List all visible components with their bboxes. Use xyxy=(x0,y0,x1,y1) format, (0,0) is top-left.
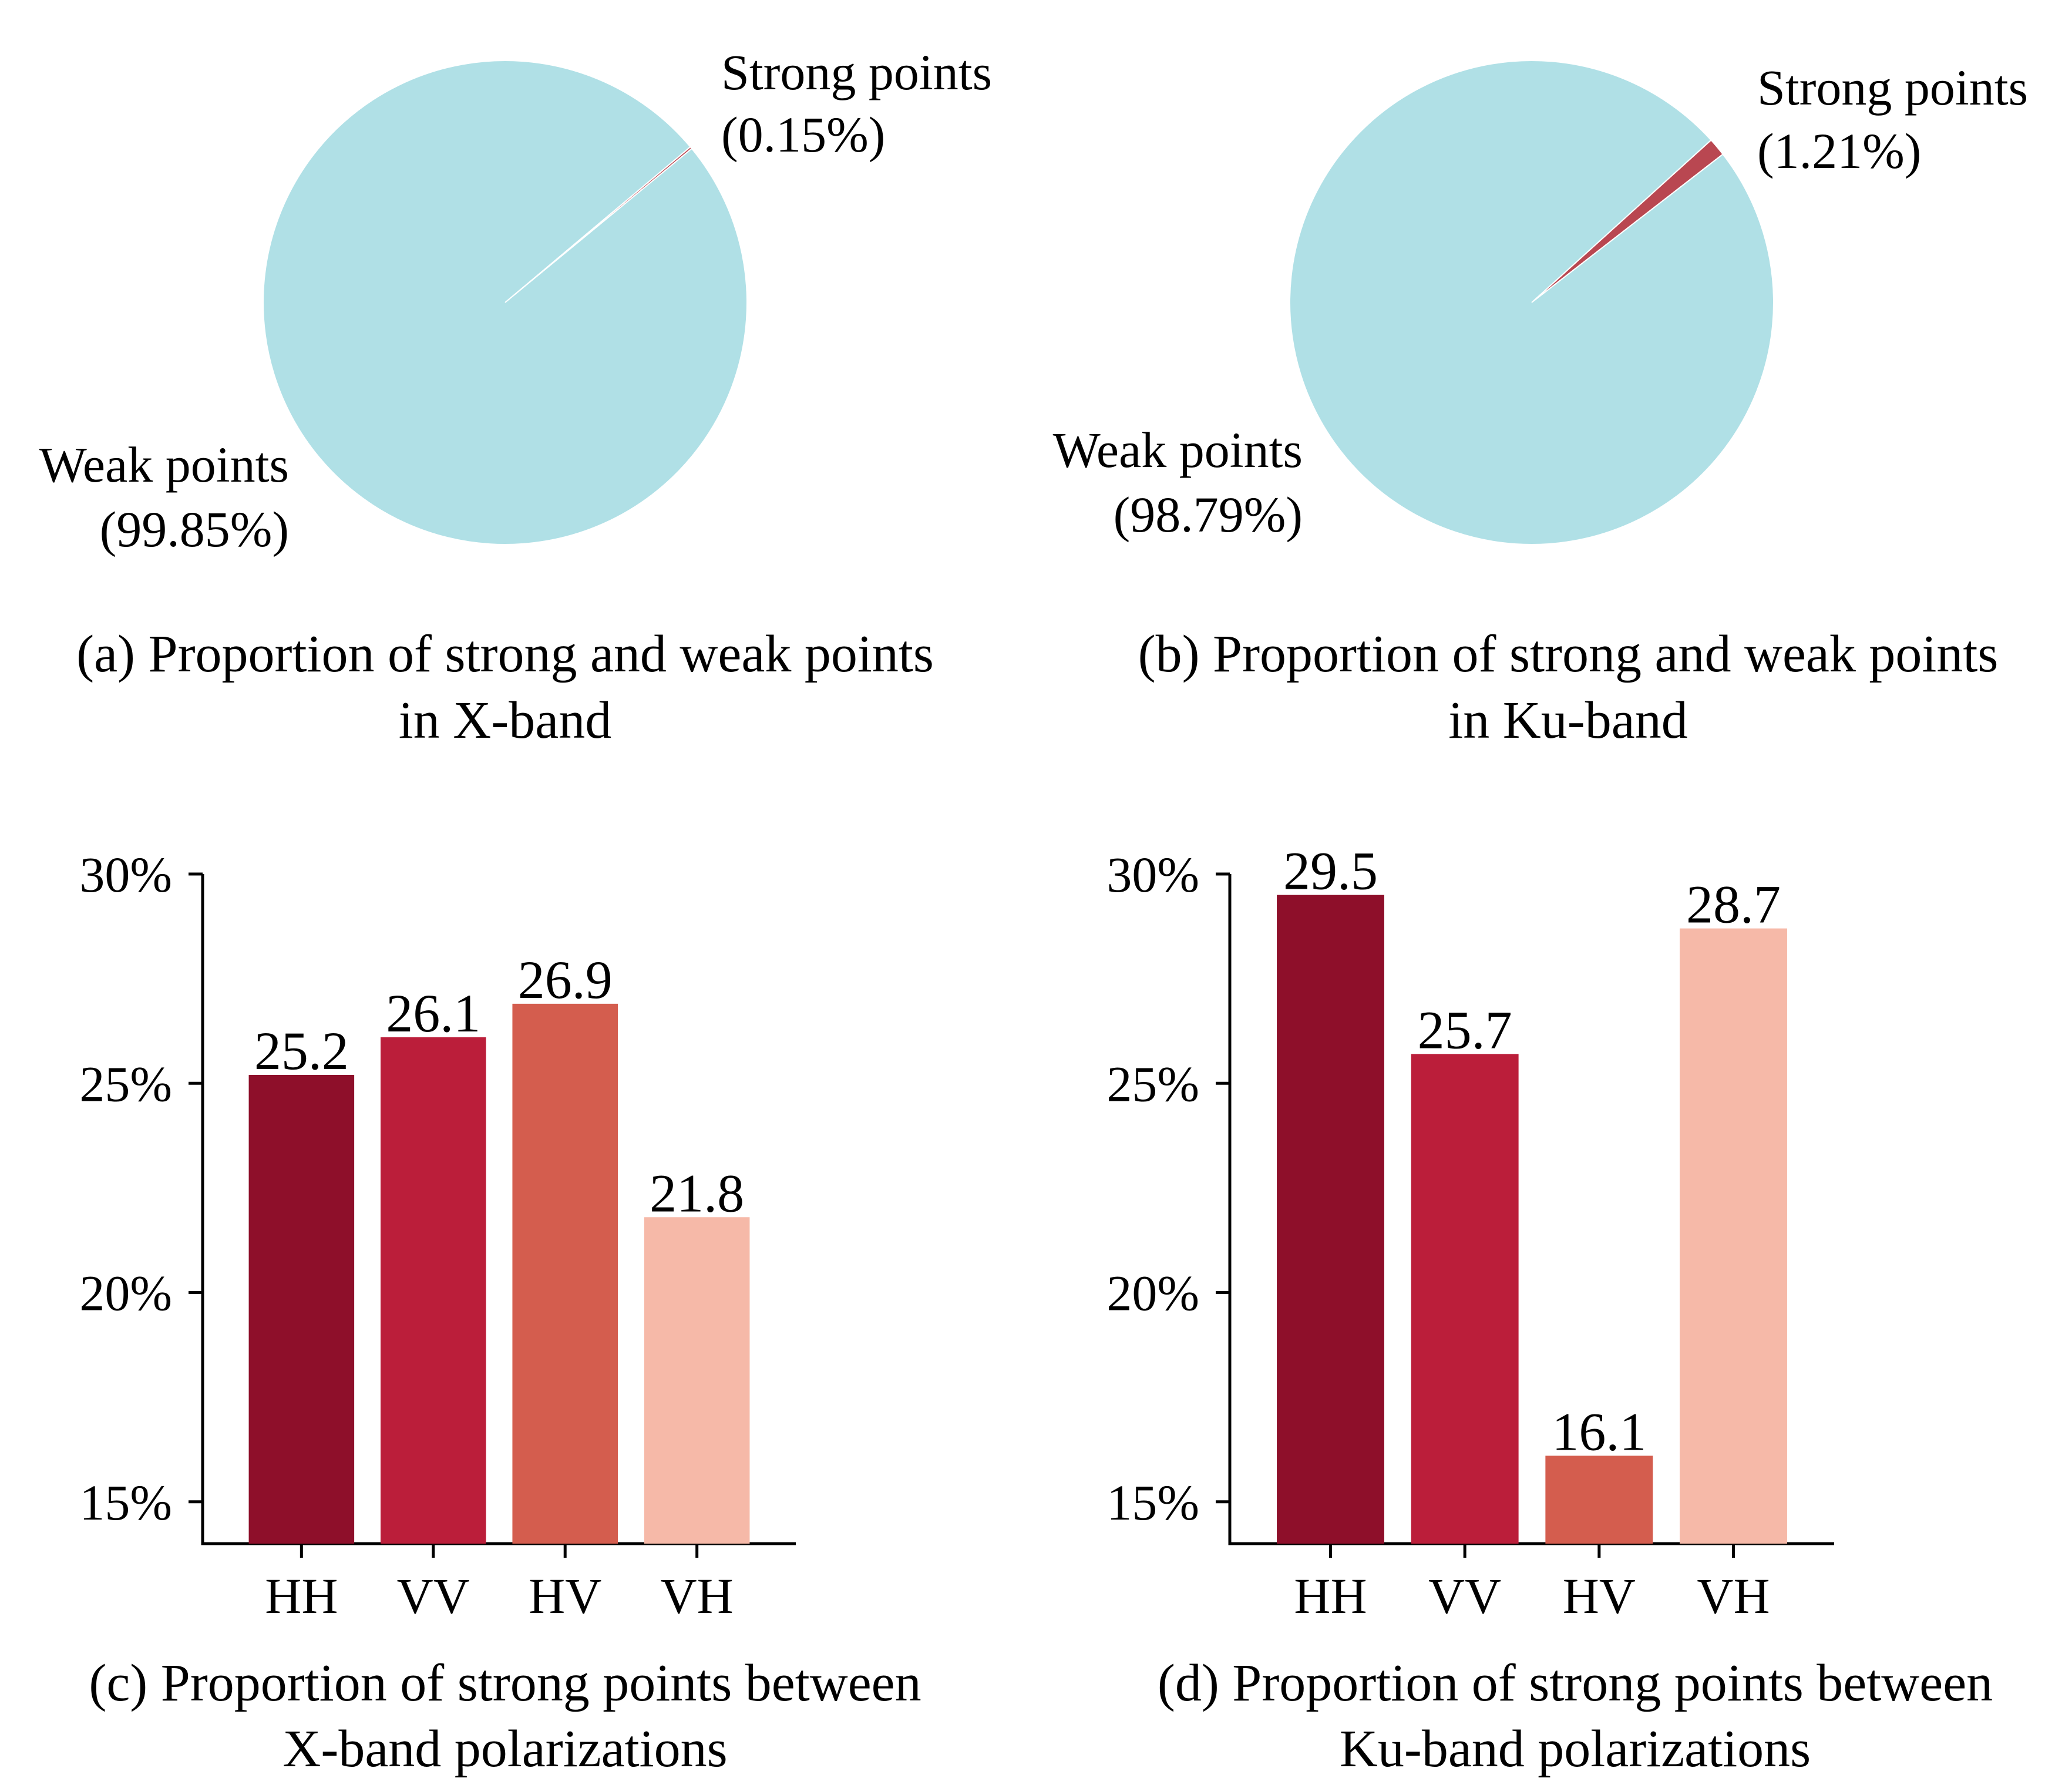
x-tick-label: HV xyxy=(1563,1568,1636,1624)
y-tick-label: 30% xyxy=(79,846,172,903)
y-tick-label: 20% xyxy=(1106,1265,1199,1322)
x-tick-label: HV xyxy=(529,1568,601,1624)
caption-d-line2: Ku-band polarizations xyxy=(1340,1720,1811,1778)
bar-vv xyxy=(1411,1054,1519,1544)
x-tick-label: VV xyxy=(1428,1568,1501,1624)
y-tick-label: 25% xyxy=(1106,1056,1199,1112)
bar-vv xyxy=(381,1037,486,1544)
weak-points-label: Weak points xyxy=(1053,422,1303,478)
pie-slice-weak-points xyxy=(262,59,748,545)
bar-chart-x-band: 15% 20% 25% 30% 25.2 HH 26.1 VV 26.9 HV 21.8 VH xyxy=(79,846,796,1624)
panel-b: Strong points (1.21%) Weak points (98.79… xyxy=(1053,59,2029,749)
bar-data-label: 25.7 xyxy=(1418,1000,1512,1060)
bar-hh xyxy=(1277,895,1384,1544)
strong-points-value: (1.21%) xyxy=(1757,123,1921,179)
bar-hv xyxy=(1545,1456,1653,1544)
panel-d: 15% 20% 25% 30% 29.5 HH 25.7 VV 16.1 HV 28.7 VH (d)… xyxy=(1106,841,1993,1778)
strong-points-value: (0.15%) xyxy=(721,106,885,163)
bar-data-label: 26.9 xyxy=(518,950,613,1010)
strong-points-label: Strong points xyxy=(721,44,992,100)
caption-b-line2: in Ku-band xyxy=(1448,691,1687,749)
caption-b-line1: (b) Proportion of strong and weak points xyxy=(1138,625,1999,683)
bar-data-label: 25.2 xyxy=(254,1021,349,1081)
bar-data-label: 16.1 xyxy=(1552,1401,1646,1461)
y-tick-label: 20% xyxy=(79,1265,172,1322)
bar-chart-ku-band: 15% 20% 25% 30% 29.5 HH 25.7 VV 16.1 HV 28.7 VH xyxy=(1106,841,1834,1624)
panel-c: 15% 20% 25% 30% 25.2 HH 26.1 VV 26.9 HV 21.8 VH (c)… xyxy=(79,846,921,1778)
y-tick-label: 15% xyxy=(79,1474,172,1531)
caption-c-line1: (c) Proportion of strong points between xyxy=(89,1654,921,1712)
caption-c-line2: X-band polarizations xyxy=(282,1720,727,1778)
caption-a-line1: (a) Proportion of strong and weak points xyxy=(76,625,934,683)
weak-points-label: Weak points xyxy=(39,436,289,493)
y-tick-label: 25% xyxy=(79,1056,172,1112)
bar-hh xyxy=(248,1075,355,1544)
bar-data-label: 29.5 xyxy=(1283,841,1378,901)
x-tick-label: VH xyxy=(1697,1568,1770,1624)
weak-points-value: (98.79%) xyxy=(1114,486,1303,543)
bar-data-label: 28.7 xyxy=(1686,875,1781,935)
pie-chart-ku-band xyxy=(1289,60,1774,545)
strong-points-label: Strong points xyxy=(1757,59,2028,116)
x-tick-label: HH xyxy=(1294,1568,1367,1624)
pie-chart-x-band xyxy=(262,59,748,545)
caption-a-line2: in X-band xyxy=(399,691,611,749)
bar-hv xyxy=(512,1003,618,1544)
bar-vh xyxy=(1680,928,1787,1544)
bar-vh xyxy=(644,1217,750,1544)
weak-points-value: (99.85%) xyxy=(100,501,289,557)
caption-d-line1: (d) Proportion of strong points between xyxy=(1158,1654,1993,1712)
bar-data-label: 26.1 xyxy=(386,983,480,1043)
x-tick-label: VH xyxy=(661,1568,734,1624)
x-tick-label: HH xyxy=(265,1568,338,1624)
pie-slice-weak-points xyxy=(1289,60,1774,545)
x-tick-label: VV xyxy=(397,1568,470,1624)
bar-data-label: 21.8 xyxy=(650,1163,744,1223)
y-tick-label: 30% xyxy=(1106,846,1199,903)
y-tick-label: 15% xyxy=(1106,1474,1199,1531)
panel-a: Strong points (0.15%) Weak points (99.85… xyxy=(39,44,993,749)
